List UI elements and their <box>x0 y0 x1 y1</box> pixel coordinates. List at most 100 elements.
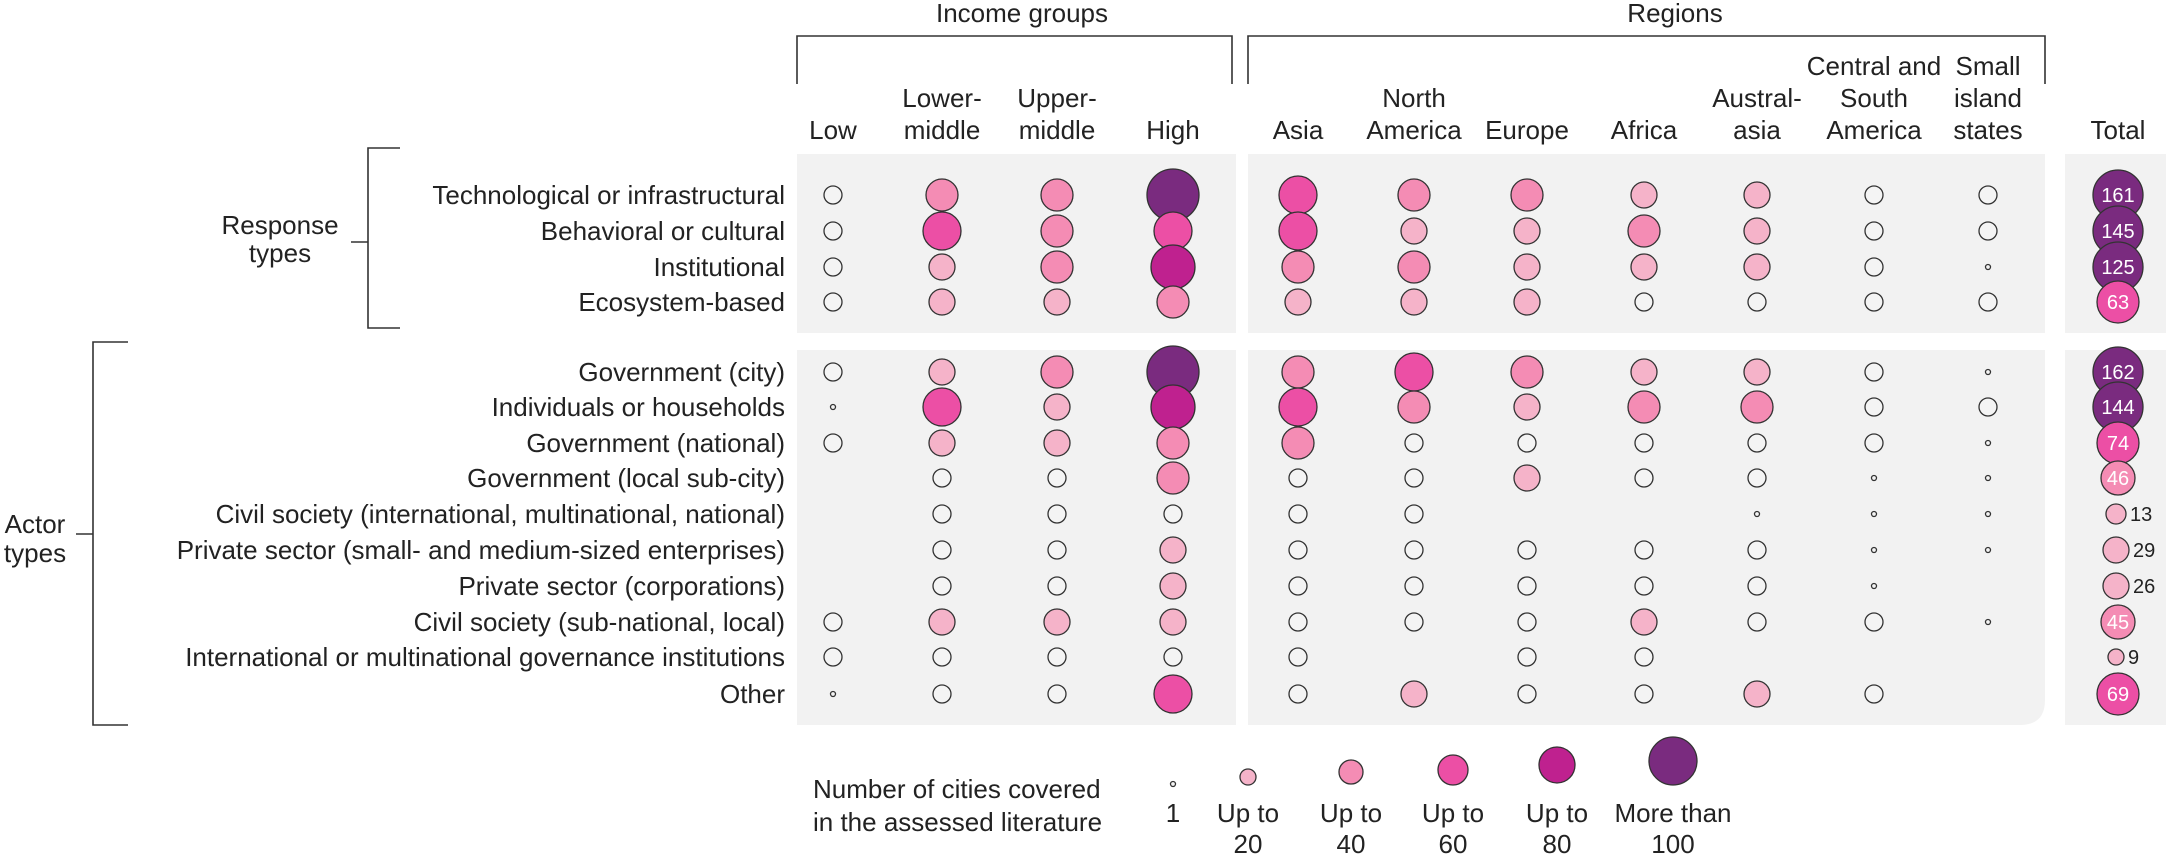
total-value: 69 <box>2107 684 2129 706</box>
legend-label: 20 <box>1234 829 1263 855</box>
bubble-central_south_america <box>1870 474 1878 482</box>
bubble-lower_middle <box>932 684 952 704</box>
bubble-high <box>1159 572 1187 600</box>
total-bubble <box>2096 280 2140 324</box>
bubble-low <box>823 433 843 453</box>
bubble-central_south_america <box>1864 684 1884 704</box>
bubble-small_island_states <box>1978 185 1998 205</box>
bubble-asia <box>1278 387 1318 427</box>
bubble-europe <box>1517 684 1537 704</box>
column-label-north_america: America <box>1366 115 1462 145</box>
column-label-central_south_america: America <box>1826 115 1922 145</box>
bubble-high <box>1153 674 1193 714</box>
row-label: Ecosystem-based <box>578 287 785 317</box>
bubble-central_south_america <box>1870 582 1878 590</box>
bubble-africa <box>1634 468 1654 488</box>
regions-bracket <box>1247 35 2046 84</box>
row-label: Private sector (corporations) <box>458 571 785 601</box>
bubble-australasia <box>1747 468 1767 488</box>
column-label-small_island_states: island <box>1954 83 2022 113</box>
legend-title: Number of cities covered <box>813 774 1101 804</box>
bubble-lower_middle <box>922 387 962 427</box>
bubble-africa <box>1630 253 1658 281</box>
row-label: Institutional <box>653 252 785 282</box>
legend-label: 40 <box>1337 829 1366 855</box>
bubble-europe <box>1513 288 1541 316</box>
bubble-small_island_states <box>1978 292 1998 312</box>
bubble-low <box>823 292 843 312</box>
legend-label: Up to <box>1320 798 1382 828</box>
total-value: 63 <box>2107 292 2129 314</box>
bubble-africa <box>1630 181 1658 209</box>
bubble-europe <box>1517 576 1537 596</box>
total-value: 9 <box>2128 647 2139 669</box>
bubble-central_south_america <box>1864 292 1884 312</box>
total-bubble <box>2105 503 2127 525</box>
bubble-high <box>1163 647 1183 667</box>
bubble-asia <box>1288 504 1308 524</box>
response-types-bracket <box>351 147 400 329</box>
bubble-central_south_america <box>1864 397 1884 417</box>
total-header: Total <box>2091 115 2146 145</box>
bubble-low <box>823 257 843 277</box>
column-label-small_island_states: Small <box>1955 51 2020 81</box>
legend-bubble <box>1437 754 1469 786</box>
bubble-asia <box>1288 647 1308 667</box>
bubble-europe <box>1513 217 1541 245</box>
bubble-africa <box>1634 684 1654 704</box>
bubble-high <box>1150 384 1196 430</box>
bubble-upper_middle <box>1047 576 1067 596</box>
bubble-australasia <box>1747 540 1767 560</box>
bubble-north_america <box>1404 576 1424 596</box>
total-value: 29 <box>2133 540 2155 562</box>
total-value: 13 <box>2130 504 2152 526</box>
bubble-north_america <box>1404 540 1424 560</box>
bubble-central_south_america <box>1864 362 1884 382</box>
panel-income-response <box>797 154 1236 333</box>
bubble-north_america <box>1397 390 1431 424</box>
bubble-low <box>823 362 843 382</box>
legend-label: More than <box>1614 798 1731 828</box>
bubble-australasia <box>1740 390 1774 424</box>
bubble-australasia <box>1747 292 1767 312</box>
bubble-small_island_states <box>1978 397 1998 417</box>
column-label-central_south_america: Central and <box>1807 51 1941 81</box>
bubble-asia <box>1288 468 1308 488</box>
bubble-lower_middle <box>928 429 956 457</box>
total-value: 125 <box>2101 257 2134 279</box>
bubble-small_island_states <box>1984 618 1992 626</box>
bubble-upper_middle <box>1040 250 1074 284</box>
bubble-europe <box>1510 355 1544 389</box>
total-bubble <box>2096 672 2140 716</box>
legend-label: 80 <box>1543 829 1572 855</box>
bubble-australasia <box>1743 358 1771 386</box>
total-value: 26 <box>2133 576 2155 598</box>
bubble-australasia <box>1753 510 1761 518</box>
bubble-africa <box>1634 433 1654 453</box>
legend-bubble <box>1338 759 1364 785</box>
bubble-europe <box>1517 647 1537 667</box>
bubble-upper_middle <box>1040 178 1074 212</box>
bubble-australasia <box>1743 680 1771 708</box>
bubble-high <box>1163 504 1183 524</box>
bubble-central_south_america <box>1864 433 1884 453</box>
bubble-north_america <box>1394 352 1434 392</box>
bubble-north_america <box>1400 288 1428 316</box>
bubble-lower_middle <box>932 540 952 560</box>
bubble-central_south_america <box>1864 257 1884 277</box>
row-label: Government (national) <box>526 428 785 458</box>
panel-income-actor <box>797 350 1236 725</box>
legend-title: in the assessed literature <box>813 807 1102 837</box>
column-label-australasia: Austral- <box>1712 83 1802 113</box>
bubble-africa <box>1634 292 1654 312</box>
bubble-europe <box>1513 393 1541 421</box>
bubble-africa <box>1627 390 1661 424</box>
row-label: Behavioral or cultural <box>541 216 785 246</box>
column-label-asia: Asia <box>1273 115 1324 145</box>
bubble-small_island_states <box>1984 546 1992 554</box>
row-label: Government (city) <box>578 357 785 387</box>
legend-label: Up to <box>1422 798 1484 828</box>
bubble-asia <box>1288 612 1308 632</box>
row-label: Private sector (small- and medium-sized … <box>177 535 785 565</box>
bubble-upper_middle <box>1047 540 1067 560</box>
